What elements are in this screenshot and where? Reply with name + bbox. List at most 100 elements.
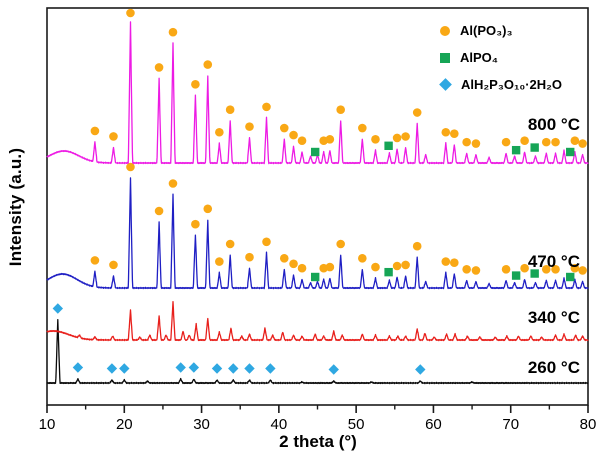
circle-marker <box>520 263 529 273</box>
circle-marker <box>462 265 471 274</box>
x-tick-label: 80 <box>580 416 597 433</box>
square-marker <box>566 147 575 157</box>
diamond-marker <box>211 363 223 374</box>
trace-340c <box>46 301 589 342</box>
series-label-260c: 260 °C <box>527 358 580 377</box>
x-tick-label: 70 <box>502 416 519 433</box>
circle-marker <box>289 130 298 140</box>
x-tick-label: 60 <box>425 416 442 433</box>
diamond-marker <box>175 362 186 373</box>
circle-marker <box>551 137 560 147</box>
circle-marker <box>551 265 560 274</box>
circle-legend-icon <box>440 25 450 36</box>
x-tick-label: 30 <box>193 416 210 433</box>
diamond-marker <box>328 364 339 375</box>
circle-marker <box>541 265 551 274</box>
circle-marker <box>471 139 481 148</box>
circle-marker <box>154 63 164 72</box>
circle-marker <box>109 132 118 141</box>
circle-marker <box>109 260 118 270</box>
legend-item-alpo4: AlPO₄ <box>440 44 562 71</box>
circle-marker <box>441 127 451 137</box>
legend: Al(PO₃)₃ AlPO₄ AlH₂P₃O₁₀·2H₂O <box>439 17 563 98</box>
circle-marker <box>225 239 235 249</box>
square-legend-icon <box>440 52 450 63</box>
circle-marker <box>578 139 587 148</box>
circle-marker <box>441 257 451 266</box>
x-tick-label: 50 <box>348 416 365 433</box>
circle-marker <box>168 179 178 188</box>
circle-marker <box>371 262 380 272</box>
circle-marker <box>245 252 254 262</box>
x-axis-label: 2 theta (°) <box>279 432 357 451</box>
diamond-marker <box>265 363 276 374</box>
circle-marker <box>325 135 335 144</box>
trace-260c <box>46 319 589 385</box>
circle-marker <box>90 126 100 136</box>
circle-marker <box>126 162 135 172</box>
circle-marker <box>570 263 580 273</box>
square-marker <box>310 147 320 157</box>
circle-marker <box>541 137 551 147</box>
circle-marker <box>203 204 213 214</box>
circle-marker <box>336 239 345 249</box>
diamond-marker <box>415 364 426 375</box>
series-label-470c: 470 °C <box>527 252 580 271</box>
legend-label: AlH₂P₃O₁₀·2H₂O <box>461 77 563 92</box>
circle-marker <box>578 266 587 275</box>
square-marker <box>566 272 575 282</box>
circle-marker <box>336 105 345 114</box>
circle-marker <box>297 263 307 273</box>
circle-marker <box>358 123 367 133</box>
trace-470c <box>46 177 589 290</box>
circle-marker <box>371 135 380 144</box>
circle-marker <box>501 137 511 147</box>
circle-marker <box>126 8 135 18</box>
circle-marker <box>325 262 335 272</box>
circle-marker <box>245 122 254 131</box>
circle-marker <box>262 102 271 112</box>
diamond-legend-icon <box>439 78 452 91</box>
circle-marker <box>154 206 164 216</box>
circle-marker <box>392 261 402 271</box>
diamond-marker <box>188 362 200 373</box>
circle-marker <box>392 133 402 143</box>
square-marker <box>530 143 539 152</box>
legend-item-alpo33: Al(PO₃)₃ <box>440 17 562 44</box>
diamond-marker <box>72 362 84 373</box>
circle-marker <box>225 105 235 114</box>
diamond-marker <box>119 363 130 374</box>
y-axis-label: Intensity (a.u.) <box>6 147 25 267</box>
square-marker <box>511 271 521 280</box>
square-marker <box>384 141 393 150</box>
circle-marker <box>289 259 298 269</box>
x-tick-label: 10 <box>39 416 56 433</box>
square-marker <box>511 145 521 155</box>
legend-item-alh2p3o10: AlH₂P₃O₁₀·2H₂O <box>439 71 563 98</box>
circle-marker <box>401 132 410 141</box>
series-label-340c: 340 °C <box>527 308 580 327</box>
x-tick-label: 40 <box>271 416 288 433</box>
circle-marker <box>168 27 178 37</box>
circle-marker <box>449 258 459 268</box>
square-marker <box>530 269 539 278</box>
circle-marker <box>90 256 100 265</box>
diamond-marker <box>228 363 239 374</box>
circle-marker <box>471 266 481 275</box>
circle-marker <box>501 265 511 274</box>
circle-marker <box>520 136 529 146</box>
circle-marker <box>279 253 289 263</box>
circle-marker <box>191 219 200 229</box>
circle-marker <box>358 253 367 263</box>
series-label-800c: 800 °C <box>527 115 580 134</box>
legend-label: AlPO₄ <box>460 50 498 65</box>
circle-marker <box>570 136 580 146</box>
circle-marker <box>215 127 224 137</box>
diamond-marker <box>244 363 255 374</box>
x-tick-label: 20 <box>116 416 133 433</box>
circle-marker <box>215 257 224 266</box>
circle-marker <box>449 129 459 138</box>
diamond-marker <box>106 363 118 374</box>
